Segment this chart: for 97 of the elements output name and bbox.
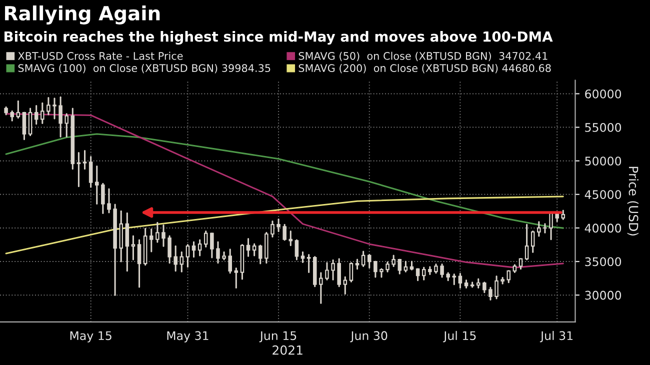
candlestick [107, 188, 111, 214]
candlestick [186, 244, 190, 268]
legend-label: SMAVG (50) on Close (XBTUSD BGN) 34702.41 [298, 52, 548, 62]
candlestick [40, 102, 44, 124]
candlestick [210, 232, 214, 258]
candlestick [234, 267, 238, 288]
y-tick-label: 60000 [585, 89, 622, 98]
candlestick [361, 250, 366, 267]
y-tick-label: 50000 [585, 156, 622, 166]
candlestick [470, 282, 474, 288]
candlestick [367, 254, 372, 268]
candlestick [192, 241, 196, 258]
candlestick [537, 221, 541, 237]
candlestick [374, 260, 378, 278]
candlestick [28, 108, 32, 136]
candlestick [125, 212, 130, 272]
candlestick [488, 286, 492, 301]
candlestick [543, 223, 547, 234]
y-tick-label: 30000 [585, 290, 622, 300]
line-series [5, 196, 564, 254]
y-tick-label: 40000 [584, 224, 622, 233]
candlestick [306, 254, 311, 274]
candlestick [88, 156, 93, 188]
candlestick [452, 274, 456, 286]
candlestick [422, 266, 426, 280]
candlestick [94, 165, 99, 205]
x-tick-label: Jun 15 [259, 331, 296, 342]
candlestick [458, 272, 462, 288]
candlestick [549, 212, 553, 240]
candlestick [180, 251, 184, 272]
candlestick [76, 152, 81, 188]
candlestick [270, 220, 274, 238]
candlestick [258, 244, 262, 264]
candlestick [494, 276, 498, 300]
y-axis-title: Price (USD) [627, 166, 638, 236]
candlestick [386, 261, 390, 272]
candlestick [149, 228, 154, 252]
legend-label: SMAVG (200) on Close (XBTUSD BGN) 44680.68 [298, 64, 551, 74]
candlestick [46, 96, 50, 116]
legend-label: SMAVG (100) on Close (XBTUSD BGN) 39984.35 [18, 64, 270, 74]
candlestick [22, 112, 26, 140]
candlestick [282, 224, 286, 241]
candlestick [530, 230, 535, 253]
candlestick [101, 182, 105, 214]
candlestick [276, 218, 280, 232]
candlestick [288, 230, 293, 246]
chart-subtitle: Bitcoin reaches the highest since mid-May and moves above 100-DMA [4, 31, 553, 45]
candlestick [58, 96, 62, 138]
candlestick [506, 270, 511, 284]
candlestick [349, 262, 354, 282]
candlestick [416, 268, 420, 282]
candlestick [216, 241, 220, 264]
candlestick [246, 238, 250, 257]
candlestick [355, 258, 360, 270]
y-tick-label: 55000 [585, 123, 622, 132]
candlestick [131, 235, 136, 260]
candlestick [404, 260, 408, 272]
candlestick [398, 258, 402, 274]
candlestick [174, 245, 178, 272]
chart-title: Rallying Again [5, 5, 160, 24]
candlestick [34, 105, 38, 125]
candlestick [252, 243, 256, 256]
candlestick [228, 248, 232, 274]
x-tick-label: Jun 30 [350, 331, 388, 342]
candlestick [10, 110, 14, 122]
x-tick-label: May 15 [70, 331, 112, 342]
x-tick-label: May 31 [167, 331, 208, 342]
candlestick [198, 239, 202, 256]
candlestick [392, 254, 396, 267]
candlestick [137, 239, 142, 288]
line-series [5, 113, 564, 268]
candlestick [204, 230, 208, 248]
candlestick [337, 258, 341, 288]
candlestick [343, 276, 348, 295]
candlestick [16, 100, 20, 119]
candlestick [518, 258, 523, 270]
candlestick [64, 113, 68, 138]
candlestick [440, 263, 444, 278]
legend-label: XBT-USD Cross Rate - Last Price [18, 52, 183, 60]
candlestick [294, 239, 299, 260]
x-axis-title: 2021 [272, 345, 302, 355]
candlestick [156, 222, 160, 243]
candlestick [82, 150, 87, 170]
line-series [5, 133, 564, 229]
y-tick-label: 45000 [584, 190, 622, 200]
x-tick-label: Jul 15 [443, 330, 476, 342]
candlestick [168, 235, 172, 264]
candlestick [482, 282, 486, 294]
candlestick [325, 262, 329, 280]
y-tick-label: 35000 [585, 257, 622, 266]
candlestick [52, 98, 56, 120]
candlestick [524, 224, 529, 260]
candlestick [300, 251, 305, 263]
candlestick [162, 224, 166, 247]
x-tick-label: Jul 31 [540, 330, 573, 342]
candlestick [331, 259, 335, 280]
candlestick [319, 272, 323, 304]
